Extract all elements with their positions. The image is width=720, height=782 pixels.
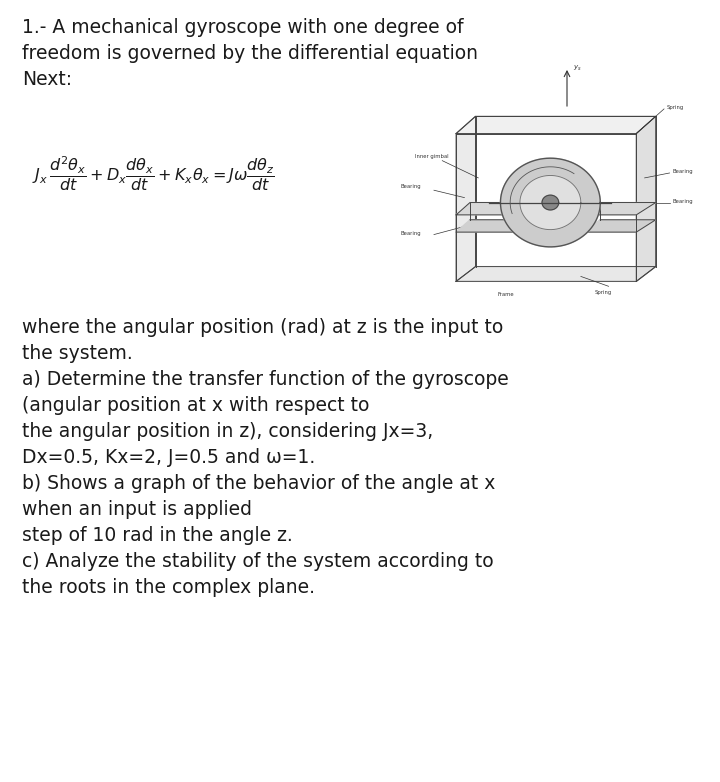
Polygon shape: [456, 267, 656, 282]
Polygon shape: [581, 203, 656, 215]
Text: b) Shows a graph of the behavior of the angle at x: b) Shows a graph of the behavior of the …: [22, 474, 495, 493]
Text: step of 10 rad in the angle z.: step of 10 rad in the angle z.: [22, 526, 293, 545]
Polygon shape: [456, 117, 656, 134]
Text: a) Determine the transfer function of the gyroscope: a) Determine the transfer function of th…: [22, 370, 509, 389]
Text: Spring: Spring: [667, 105, 684, 110]
Text: $J_x\,\dfrac{d^2\theta_x}{dt} + D_x\dfrac{d\theta_x}{dt} + K_x\theta_x = J\omega: $J_x\,\dfrac{d^2\theta_x}{dt} + D_x\dfra…: [32, 155, 275, 193]
Text: Bearing: Bearing: [400, 184, 421, 188]
Text: the roots in the complex plane.: the roots in the complex plane.: [22, 578, 315, 597]
Text: c) Analyze the stability of the system according to: c) Analyze the stability of the system a…: [22, 552, 494, 571]
Text: Next:: Next:: [22, 70, 72, 89]
Polygon shape: [520, 175, 581, 230]
Text: Bearing: Bearing: [672, 199, 693, 203]
Text: (angular position at x with respect to: (angular position at x with respect to: [22, 396, 369, 415]
Polygon shape: [500, 158, 600, 247]
Text: 1.- A mechanical gyroscope with one degree of: 1.- A mechanical gyroscope with one degr…: [22, 18, 464, 37]
Text: Spring: Spring: [595, 289, 612, 295]
Text: Inner gimbal: Inner gimbal: [415, 154, 448, 160]
Text: $y_s$: $y_s$: [572, 63, 581, 73]
Text: freedom is governed by the differential equation: freedom is governed by the differential …: [22, 44, 478, 63]
Polygon shape: [581, 220, 656, 232]
Text: Dx=0.5, Kx=2, J=0.5 and ω=1.: Dx=0.5, Kx=2, J=0.5 and ω=1.: [22, 448, 315, 467]
Text: Frame: Frame: [498, 292, 514, 297]
Text: Bearing: Bearing: [400, 231, 421, 235]
Polygon shape: [456, 220, 539, 232]
Text: the angular position in z), considering Jx=3,: the angular position in z), considering …: [22, 422, 433, 441]
Polygon shape: [542, 196, 559, 210]
Polygon shape: [456, 203, 539, 215]
Text: when an input is applied: when an input is applied: [22, 500, 252, 519]
Text: where the angular position (rad) at z is the input to: where the angular position (rad) at z is…: [22, 318, 503, 337]
Text: Bearing: Bearing: [672, 169, 693, 174]
Polygon shape: [456, 117, 475, 282]
Polygon shape: [636, 117, 656, 282]
Text: the system.: the system.: [22, 344, 132, 363]
